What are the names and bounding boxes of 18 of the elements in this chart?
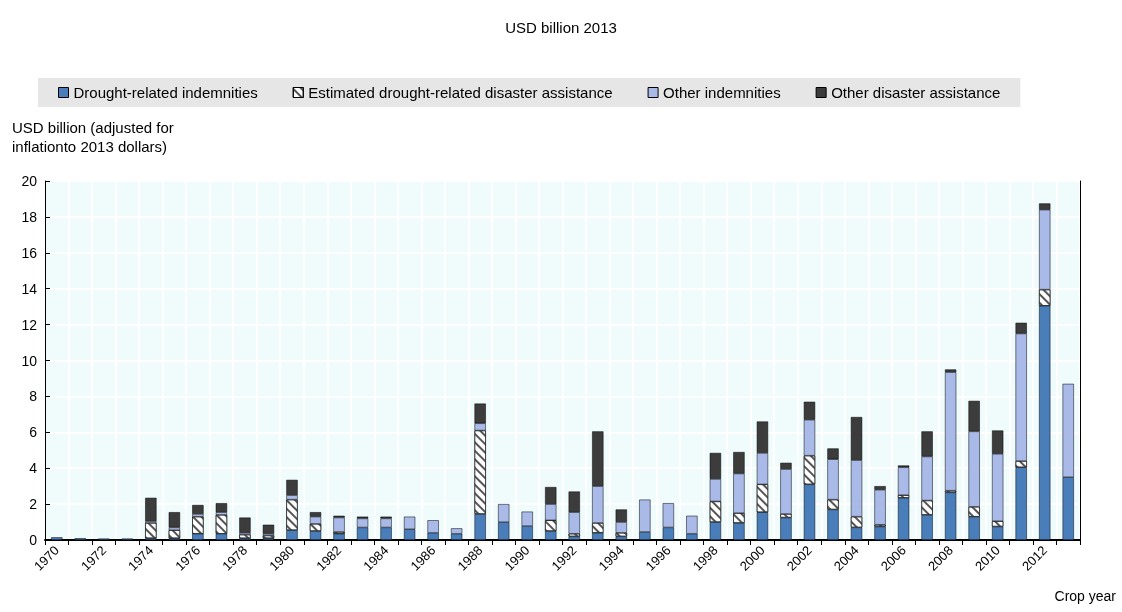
- y-axis-title: USD billion (adjusted for inflationto 2013 dollars): [12, 119, 174, 155]
- y-tick-label: 4: [29, 460, 38, 477]
- legend-label: Estimated drought-related disaster assistance: [308, 84, 613, 101]
- y-tick-label: 16: [21, 244, 38, 261]
- legend-label: Other disaster assistance: [831, 84, 1001, 101]
- y-tick-label: 10: [21, 352, 38, 369]
- legend-label: Drought-related indemnities: [73, 84, 258, 101]
- y-tick-label: 2: [29, 496, 38, 513]
- y-tick-label: 18: [21, 208, 38, 225]
- legend-label: Other indemnities: [663, 84, 781, 101]
- y-tick-label: 20: [21, 173, 38, 189]
- y-tick-label: 6: [29, 424, 38, 441]
- x-axis-title: Crop year: [1054, 588, 1117, 604]
- y-tick-label: 14: [21, 280, 38, 297]
- y-tick-label: 12: [21, 316, 38, 333]
- y-tick-label: 0: [29, 532, 38, 548]
- chart-title: USD billion 2013: [505, 19, 617, 36]
- y-tick-label: 8: [29, 388, 38, 405]
